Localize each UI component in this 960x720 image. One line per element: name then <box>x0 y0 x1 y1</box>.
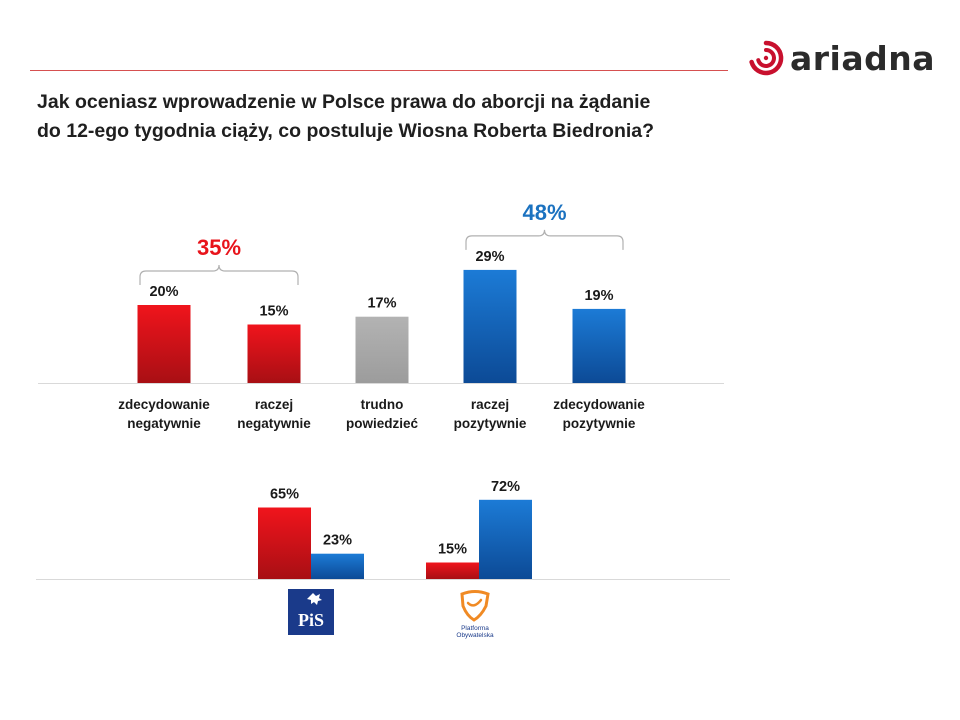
title-line-2: do 12-ego tygodnia ciąży, co postuluje W… <box>37 120 655 142</box>
opinion-chart: 20% zdecydowanie negatywnie 15% raczej negaty… <box>38 200 724 431</box>
pis-logo-mark: PiS <box>298 610 324 630</box>
platforma-obywatelska-logo: Platforma Obywatelska <box>450 588 500 640</box>
opinion-bar-value-4: 29% <box>475 249 504 265</box>
group-total-2: 48% <box>522 200 566 225</box>
header-divider <box>30 70 728 71</box>
opinion-bar-2 <box>247 324 301 383</box>
opinion-bar-value-2: 15% <box>259 304 288 320</box>
party-chart: 65% 23% 15% 72% <box>36 479 730 580</box>
opinion-category-label-1-line-2: negatywnie <box>127 416 201 431</box>
pis-logo: PiS <box>288 589 334 635</box>
po-logo-text-1: Platforma <box>461 625 489 632</box>
opinion-bar-value-1: 20% <box>149 284 178 300</box>
party-bar-value-1-pozytywnie: 23% <box>323 533 352 549</box>
party-bar-value-2-pozytywnie: 72% <box>491 479 520 495</box>
party-bar-2-negatywnie <box>426 562 479 579</box>
party-bar-1-negatywnie <box>258 507 311 579</box>
opinion-category-label-2-line-1: raczej <box>255 397 293 412</box>
po-swoosh-icon <box>466 598 483 607</box>
group-bracket-1 <box>139 264 299 285</box>
opinion-bar-value-5: 19% <box>584 288 613 304</box>
ariadna-spiral-icon <box>749 40 784 76</box>
po-shield-icon <box>460 590 490 622</box>
title-line-1: Jak oceniasz wprowadzenie w Polsce prawa… <box>37 91 651 113</box>
po-logo-text-2: Obywatelska <box>456 632 494 639</box>
party-bar-2-pozytywnie <box>479 499 532 579</box>
opinion-category-label-4-line-2: pozytywnie <box>454 416 527 431</box>
opinion-category-label-2-line-2: negatywnie <box>237 416 311 431</box>
ariadna-logo: ariadna <box>748 38 935 78</box>
opinion-category-label-5-line-2: pozytywnie <box>563 416 636 431</box>
party-bar-value-2-negatywnie: 15% <box>438 542 467 558</box>
opinion-category-label-4-line-1: raczej <box>471 397 509 412</box>
opinion-category-label-5-line-1: zdecydowanie <box>553 397 645 412</box>
opinion-category-label-3-line-2: powiedzieć <box>346 416 419 431</box>
opinion-bar-5 <box>572 308 626 383</box>
party-bar-value-1-negatywnie: 65% <box>270 487 299 503</box>
opinion-bar-3 <box>355 316 409 383</box>
opinion-category-label-3-line-1: trudno <box>361 397 404 412</box>
opinion-category-label-1-line-1: zdecydowanie <box>118 397 210 412</box>
party-bar-1-pozytywnie <box>311 553 364 579</box>
opinion-bar-1 <box>137 305 191 383</box>
group-total-1: 35% <box>197 235 241 260</box>
opinion-bar-4 <box>463 269 517 383</box>
opinion-bar-value-3: 17% <box>367 296 396 312</box>
eagle-icon <box>307 593 322 605</box>
logo-text: ariadna <box>790 38 936 78</box>
page-title: Jak oceniasz wprowadzenie w Polsce prawa… <box>37 88 717 146</box>
group-bracket-2 <box>465 229 624 250</box>
